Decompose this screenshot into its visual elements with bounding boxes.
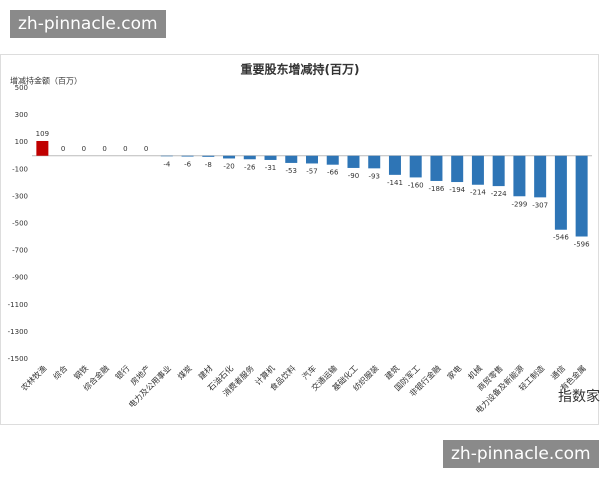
y-tick-label: -500 bbox=[12, 220, 28, 228]
y-tick-label: 100 bbox=[15, 138, 28, 146]
bar bbox=[36, 140, 49, 156]
bar bbox=[264, 155, 277, 160]
data-label: 0 bbox=[82, 145, 86, 153]
data-label: -596 bbox=[574, 241, 590, 249]
data-label: -90 bbox=[348, 172, 359, 180]
bar bbox=[388, 155, 401, 175]
bar bbox=[575, 155, 588, 237]
data-label: 0 bbox=[144, 145, 148, 153]
y-tick-label: -1300 bbox=[8, 328, 28, 336]
data-label: -6 bbox=[184, 161, 192, 169]
chart-title: 重要股东增减持(百万) bbox=[241, 62, 360, 77]
bar bbox=[430, 155, 443, 181]
y-tick-label: -300 bbox=[12, 192, 28, 200]
bar bbox=[202, 155, 215, 157]
data-label: -20 bbox=[223, 162, 234, 170]
chart-frame bbox=[0, 54, 599, 425]
bar bbox=[471, 155, 484, 185]
bar bbox=[285, 155, 298, 163]
bar bbox=[554, 155, 567, 230]
data-label: -93 bbox=[369, 172, 380, 180]
bar bbox=[306, 155, 318, 164]
y-tick-label: 500 bbox=[15, 84, 28, 92]
data-label: -160 bbox=[408, 181, 424, 189]
data-label: -214 bbox=[470, 189, 486, 197]
watermark: zh-pinnacle.com bbox=[10, 10, 166, 38]
bar bbox=[347, 155, 360, 168]
y-axis-label: 增减持金额（百万） bbox=[10, 76, 82, 86]
watermark: zh-pinnacle.com bbox=[443, 440, 599, 468]
y-tick-label: -100 bbox=[12, 165, 28, 173]
bar bbox=[513, 155, 526, 197]
y-tick-label: -1100 bbox=[8, 301, 28, 309]
data-label: -26 bbox=[244, 163, 256, 171]
data-label: -57 bbox=[306, 167, 317, 175]
bar bbox=[492, 155, 505, 187]
bar bbox=[326, 155, 339, 165]
bar bbox=[181, 155, 194, 157]
bar bbox=[409, 155, 422, 178]
data-label: -53 bbox=[286, 167, 297, 175]
y-tick-label: -900 bbox=[12, 274, 28, 282]
y-tick-label: 300 bbox=[15, 111, 28, 119]
bar bbox=[243, 155, 256, 160]
data-label: 109 bbox=[36, 130, 49, 138]
data-label: -8 bbox=[205, 161, 212, 169]
data-label: -186 bbox=[428, 185, 444, 193]
data-label: -307 bbox=[532, 201, 548, 209]
data-label: 0 bbox=[61, 145, 65, 153]
data-label: 0 bbox=[102, 145, 106, 153]
logo: 指数家 bbox=[558, 388, 600, 405]
data-label: -66 bbox=[327, 169, 339, 177]
data-label: -31 bbox=[265, 164, 276, 172]
data-label: 0 bbox=[123, 145, 127, 153]
bar bbox=[223, 155, 236, 159]
y-tick-label: -1500 bbox=[8, 355, 28, 363]
bar bbox=[451, 155, 464, 183]
y-tick-label: -700 bbox=[12, 247, 28, 255]
bar bbox=[368, 155, 381, 169]
data-label: -299 bbox=[511, 200, 527, 208]
chart: 重要股东增减持(百万) 增减持金额（百万） 指数家 500 300 100 -100 -… bbox=[0, 54, 600, 425]
bar bbox=[160, 155, 173, 157]
data-label: -4 bbox=[163, 160, 171, 168]
data-label: -224 bbox=[491, 190, 507, 198]
data-label: -141 bbox=[387, 179, 403, 187]
data-label: -194 bbox=[449, 186, 465, 194]
bar bbox=[534, 155, 547, 198]
data-label: -546 bbox=[553, 234, 569, 242]
